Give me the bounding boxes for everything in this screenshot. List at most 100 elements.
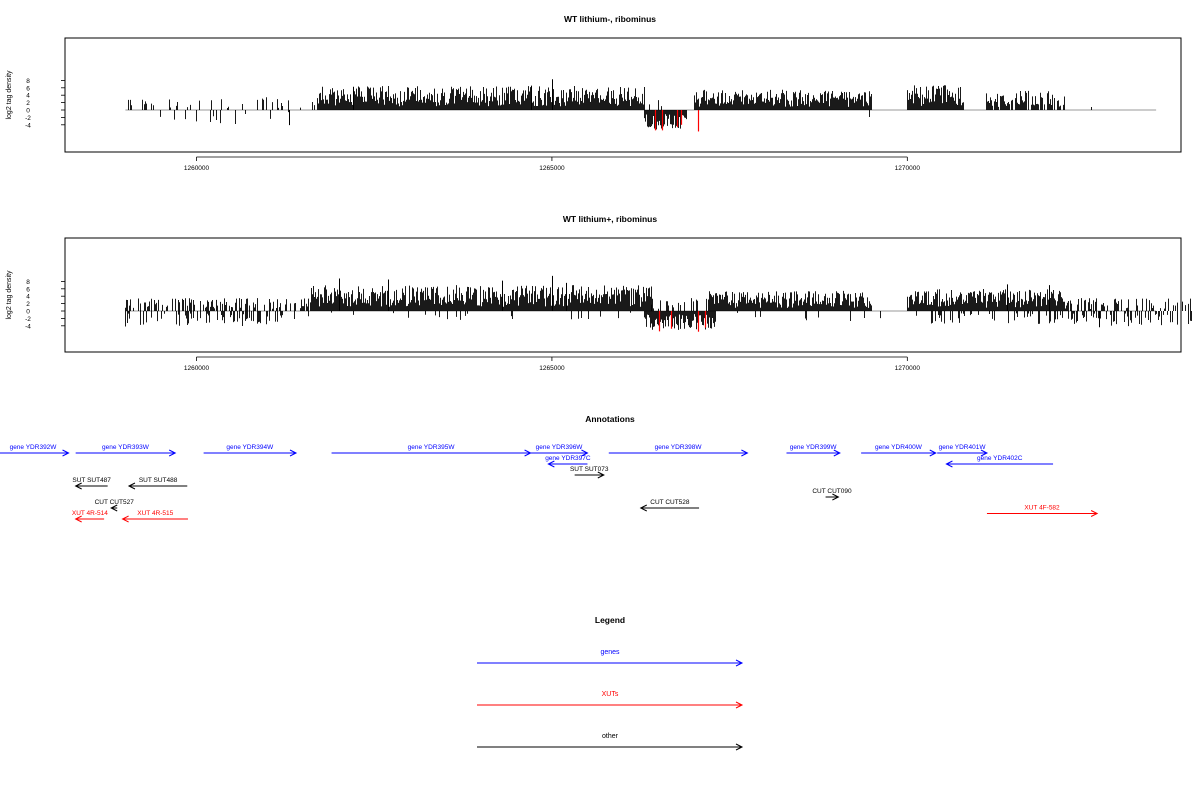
annotation-label: CUT CUT528 <box>650 499 690 506</box>
annotation-arrowhead <box>639 504 647 512</box>
annotation-label: gene YDR400W <box>875 444 923 451</box>
legend-label: other <box>602 733 619 740</box>
annotation-arrowhead <box>929 449 937 457</box>
annotation-arrowhead <box>289 449 298 457</box>
legend-title: Legend <box>595 615 625 625</box>
annotation-arrowhead <box>74 482 82 490</box>
annotation-arrow: SUT SUT073 <box>570 466 609 479</box>
annotation-arrow: CUT CUT090 <box>812 488 852 501</box>
legend-arrowhead <box>735 659 744 667</box>
y-tick-label: 8 <box>26 279 30 286</box>
annotation-arrow: gene YDR397C <box>545 455 591 468</box>
annotation-label: XUT 4R-515 <box>137 510 173 517</box>
y-tick-label: 4 <box>26 294 30 301</box>
annotation-label: gene YDR398W <box>655 444 703 451</box>
y-tick-label: -2 <box>25 115 31 122</box>
annotation-arrow: SUT SUT488 <box>127 477 188 490</box>
annotation-tracks: gene YDR392W gene YDR393W gene YDR394W gene… <box>0 444 1099 523</box>
annotation-label: CUT CUT090 <box>812 488 852 495</box>
y-tick-label: 6 <box>26 85 30 92</box>
x-tick-label: 1265000 <box>539 165 565 172</box>
panel1-x-axis: 1260000 1265000 1270000 <box>184 156 921 172</box>
annotation-arrow: CUT CUT528 <box>639 499 700 512</box>
legend: genes XUTs other <box>477 649 744 751</box>
annotation-arrow: gene YDR395W <box>331 444 532 457</box>
annotation-arrow: SUT SUT487 <box>72 477 111 490</box>
annotation-label: gene YDR392W <box>10 444 58 451</box>
annotation-arrowhead <box>833 449 841 457</box>
annotation-label: gene YDR396W <box>536 444 584 451</box>
y-tick-label: 4 <box>26 93 30 100</box>
legend-label: genes <box>600 649 620 656</box>
annotation-arrow: gene YDR401W <box>937 444 989 457</box>
x-tick-label: 1270000 <box>895 165 921 172</box>
annotation-arrowhead <box>980 449 989 457</box>
annotation-arrowhead <box>547 460 555 468</box>
y-tick-label: -4 <box>25 122 31 129</box>
annotation-arrow: XUT 4R-515 <box>121 510 188 523</box>
x-tick-label: 1260000 <box>184 365 210 372</box>
annotation-arrowhead <box>168 449 177 457</box>
panel2-title: WT lithium+, ribominus <box>563 214 657 224</box>
legend-item: other <box>477 733 744 751</box>
panel2-coverage-bars <box>125 275 1192 332</box>
annotation-label: gene YDR395W <box>408 444 456 451</box>
annotation-arrow: gene YDR394W <box>203 444 298 457</box>
annotation-label: CUT CUT527 <box>95 499 135 506</box>
annotation-label: XUT 4F-582 <box>1024 505 1060 512</box>
annotation-arrow: gene YDR392W <box>0 444 70 457</box>
annotation-arrow: gene YDR400W <box>861 444 937 457</box>
y-tick-label: 0 <box>26 108 30 115</box>
x-tick-label: 1265000 <box>539 365 565 372</box>
annotation-label: SUT SUT488 <box>139 477 178 484</box>
panel2-x-axis: 1260000 1265000 1270000 <box>184 356 921 372</box>
legend-label: XUTs <box>602 691 619 698</box>
y-tick-label: 6 <box>26 286 30 293</box>
annotation-label: SUT SUT073 <box>570 466 609 473</box>
annotation-arrow: gene YDR399W <box>786 444 841 457</box>
y-tick-label: 0 <box>26 309 30 316</box>
x-tick-label: 1260000 <box>184 165 210 172</box>
annotation-arrowhead <box>741 449 749 457</box>
annotation-label: gene YDR402C <box>977 455 1023 462</box>
annotation-arrowhead <box>121 515 129 523</box>
panel1-coverage-bars <box>125 79 1157 132</box>
annotation-arrowhead <box>127 482 136 490</box>
annotation-label: XUT 4R-514 <box>72 510 108 517</box>
annotation-label: gene YDR393W <box>102 444 150 451</box>
panel1-frame <box>64 37 1182 153</box>
annotation-arrow: XUT 4R-514 <box>72 510 108 523</box>
annotations-title: Annotations <box>585 414 635 424</box>
annotation-arrowhead <box>832 493 840 501</box>
annotation-arrowhead <box>62 449 70 457</box>
annotation-label: gene YDR397C <box>545 455 591 462</box>
annotation-arrowhead <box>581 449 589 457</box>
y-tick-label: -4 <box>25 323 31 330</box>
legend-item: genes <box>477 649 744 667</box>
annotation-arrowhead <box>110 504 118 512</box>
y-tick-label: -2 <box>25 316 31 323</box>
annotation-label: gene YDR401W <box>939 444 987 451</box>
y-tick-label: 2 <box>26 301 30 308</box>
panel2-ylabel: log2 tag density <box>6 270 13 320</box>
annotation-label: gene YDR399W <box>790 444 838 451</box>
y-tick-label: 2 <box>26 100 30 107</box>
x-tick-label: 1270000 <box>895 365 921 372</box>
annotation-arrow: gene YDR393W <box>75 444 177 457</box>
panel1-title: WT lithium-, ribominus <box>564 14 656 24</box>
annotation-arrow: CUT CUT527 <box>95 499 135 512</box>
legend-arrowhead <box>735 701 744 709</box>
annotation-label: gene YDR394W <box>226 444 274 451</box>
annotation-arrow: gene YDR396W <box>530 444 589 457</box>
legend-arrowhead <box>735 743 744 751</box>
annotation-arrow: gene YDR402C <box>945 455 1054 468</box>
annotation-arrowhead <box>945 460 953 468</box>
panel1-ylabel: log2 tag density <box>6 70 13 120</box>
annotation-arrow: gene YDR398W <box>608 444 749 457</box>
annotation-arrowhead <box>597 471 605 479</box>
annotation-arrowhead <box>1090 510 1099 517</box>
annotation-arrowhead <box>74 515 82 523</box>
